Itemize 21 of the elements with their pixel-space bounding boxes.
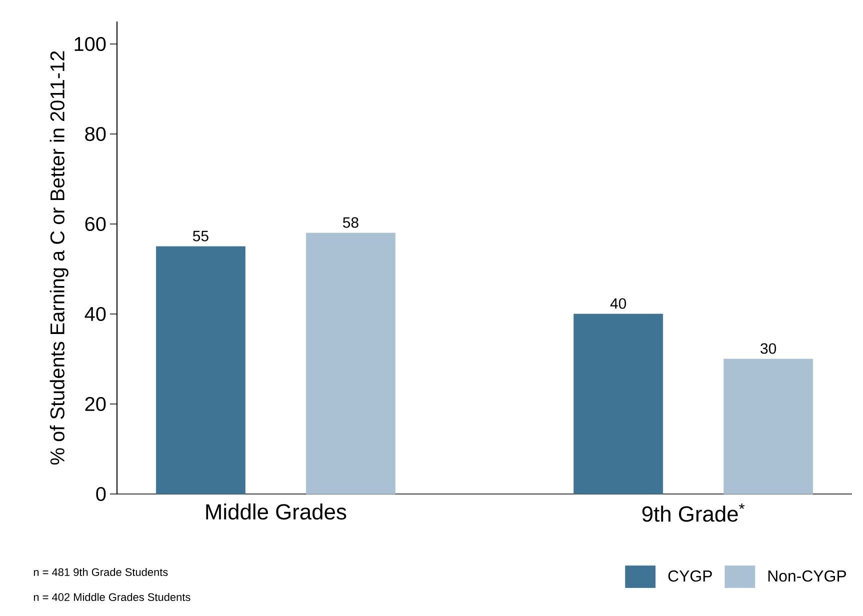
data-label: 55 (192, 230, 208, 242)
legend-label: CYGP (668, 570, 712, 582)
y-tick-label: 0 (96, 486, 106, 502)
data-label: 30 (760, 343, 776, 354)
bar (156, 246, 246, 494)
bar (724, 358, 814, 494)
legend-label: Non-CYGP (768, 570, 846, 582)
x-tick-label: Middle Grades (206, 504, 346, 520)
y-tick-label: 60 (85, 216, 106, 232)
data-label: 40 (610, 298, 626, 309)
y-tick-label: 80 (85, 126, 106, 142)
y-tick-label: 40 (84, 306, 106, 322)
text: n = 402 Middle Grades Students (34, 592, 190, 602)
data-label: 58 (342, 217, 358, 228)
y-tick-label: 100 (74, 36, 106, 52)
bar (306, 232, 396, 494)
y-axis-title: % of Students Earning a C or Better in 2011-12 (50, 51, 68, 465)
x-tick-label: 9th Grade$^{*}$ (642, 504, 745, 522)
y-tick-label: 20 (85, 396, 106, 412)
bar (574, 314, 664, 494)
text: n = 481 9th Grade Students (34, 568, 168, 576)
